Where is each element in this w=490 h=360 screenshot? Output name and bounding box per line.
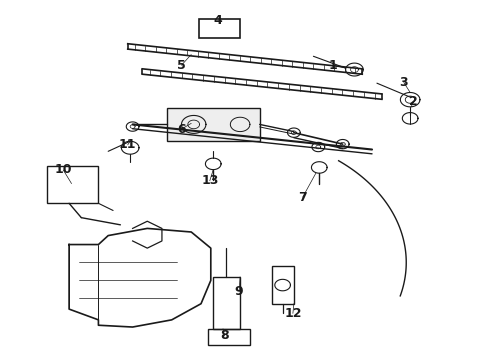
Text: 12: 12 bbox=[284, 307, 302, 320]
Text: 3: 3 bbox=[399, 76, 408, 89]
Text: 1: 1 bbox=[329, 59, 337, 72]
Text: 8: 8 bbox=[220, 329, 229, 342]
Text: 7: 7 bbox=[298, 191, 307, 204]
Text: 10: 10 bbox=[54, 163, 72, 176]
Bar bbox=[208, 329, 250, 345]
Text: 5: 5 bbox=[177, 59, 186, 72]
Bar bbox=[167, 108, 260, 140]
Bar bbox=[47, 166, 98, 203]
Text: 9: 9 bbox=[235, 285, 244, 298]
Text: 13: 13 bbox=[201, 174, 219, 187]
Text: 6: 6 bbox=[177, 122, 186, 136]
Text: 4: 4 bbox=[214, 14, 222, 27]
Bar bbox=[213, 277, 240, 329]
Bar bbox=[272, 266, 294, 304]
Text: 2: 2 bbox=[409, 95, 418, 108]
Text: 11: 11 bbox=[119, 138, 137, 151]
Bar bbox=[198, 19, 240, 39]
